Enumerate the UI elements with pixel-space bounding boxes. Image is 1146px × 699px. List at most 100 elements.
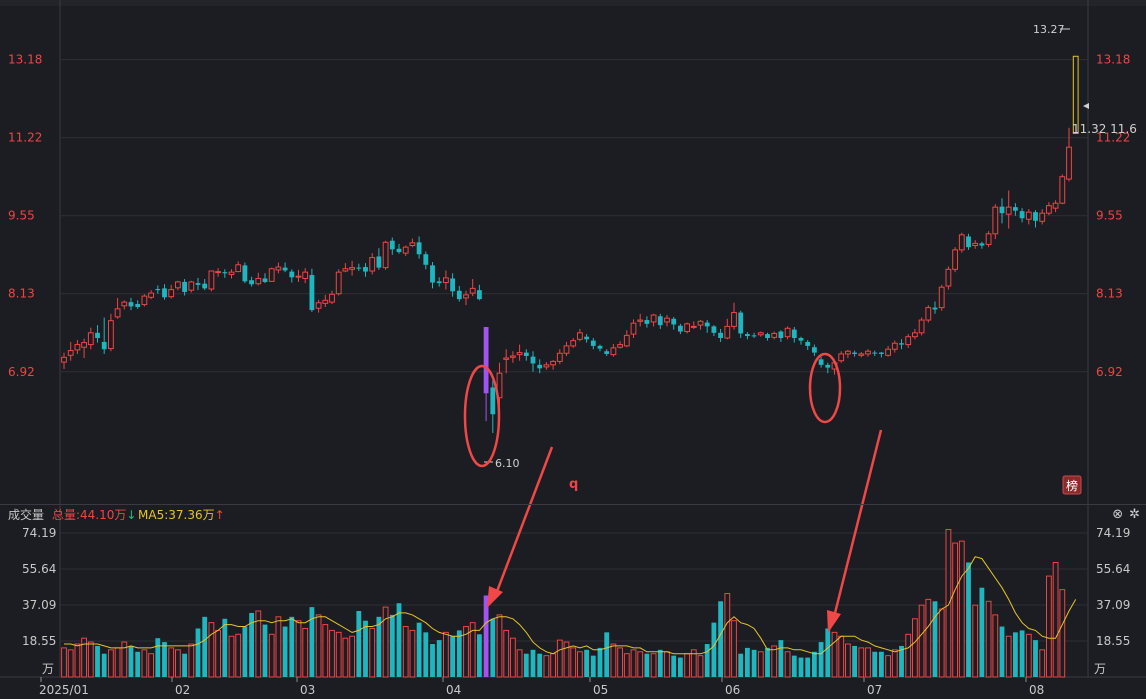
candle-body — [1039, 212, 1046, 222]
candle-body — [972, 242, 979, 247]
candle-body — [757, 332, 764, 336]
volume-bar — [838, 635, 845, 678]
price-tick-label-left: 13.18 — [8, 53, 42, 67]
rank-badge[interactable]: 榜 — [1062, 475, 1082, 495]
volume-bar — [590, 655, 596, 677]
volume-bar — [81, 637, 87, 678]
candle-body — [121, 301, 128, 307]
candle-body — [443, 277, 449, 284]
volume-bar — [597, 647, 603, 677]
volume-bar — [329, 629, 335, 678]
candle-body — [597, 345, 603, 349]
candle-body — [765, 334, 770, 339]
volume-bar — [812, 651, 817, 677]
price-tick-label-right: 11.22 — [1096, 131, 1130, 145]
volume-bar — [228, 635, 235, 678]
volume-bar — [309, 607, 315, 677]
candle-body — [838, 353, 845, 362]
volume-bar — [396, 603, 402, 677]
volume-bar — [865, 647, 871, 678]
candle-body — [1052, 202, 1059, 209]
volume-bar — [516, 649, 523, 678]
annotation-ellipse-1 — [463, 364, 501, 468]
candle-body — [108, 320, 114, 350]
candle-body — [242, 265, 248, 282]
volume-bar — [1025, 633, 1032, 678]
volume-bar — [690, 649, 697, 678]
candle-body — [999, 206, 1005, 214]
volume-bar — [477, 634, 482, 677]
volume-bar — [644, 653, 650, 677]
volume-bar — [268, 633, 275, 678]
price-tick-label-left: 6.92 — [8, 365, 35, 379]
annotation-arrowhead-2 — [827, 610, 841, 633]
volume-bar — [74, 643, 81, 678]
volume-bar — [577, 651, 583, 678]
candle-body — [584, 336, 589, 340]
volume-bar — [778, 640, 784, 677]
volume-bar — [135, 651, 141, 677]
volume-bar — [376, 616, 382, 677]
volume-bar — [745, 647, 750, 677]
candle-body — [382, 241, 389, 269]
candle-body — [623, 334, 630, 347]
volume-bar — [738, 653, 744, 677]
candle-body — [1046, 205, 1052, 214]
candle-body — [778, 331, 784, 339]
candle-body — [202, 283, 208, 289]
candle-body — [483, 327, 489, 394]
volume-total: 总量:44.10万↓ — [52, 508, 137, 522]
volume-bar — [255, 610, 262, 678]
candle-body — [657, 316, 663, 326]
candle-body — [1019, 211, 1025, 219]
candle-body — [932, 307, 938, 310]
candle-body — [771, 332, 778, 338]
low-marker: 6.10 — [484, 457, 520, 470]
volume-bar — [402, 626, 409, 678]
annotation-arrow-2 — [832, 429, 883, 618]
candle-body — [523, 352, 529, 356]
q-glyph: q — [569, 477, 578, 492]
volume-bar — [918, 604, 925, 678]
volume-bar — [235, 633, 242, 678]
volume-tick-label-right: 74.19 — [1096, 526, 1130, 540]
candlestick-series — [61, 55, 1079, 433]
candle-body — [490, 387, 496, 415]
volume-bar — [972, 604, 979, 678]
candle-body — [363, 267, 368, 272]
price-tick-label-right: 6.92 — [1096, 365, 1123, 379]
volume-bar — [175, 649, 181, 678]
candle-body — [282, 267, 288, 271]
volume-bar — [791, 655, 797, 677]
candle-body — [389, 240, 395, 250]
volume-bar — [563, 641, 570, 678]
volume-bar — [322, 624, 329, 678]
volume-bar — [664, 651, 670, 678]
x-tick-label: 08 — [1029, 683, 1044, 697]
volume-bar — [724, 593, 731, 678]
candle-body — [155, 288, 161, 291]
volume-bar — [1059, 589, 1066, 678]
volume-bar — [543, 655, 550, 678]
price-tick-label-left: 11.22 — [8, 131, 42, 145]
volume-bar — [436, 640, 442, 677]
candle-body — [751, 335, 757, 337]
volume-bar — [985, 600, 992, 678]
x-axis: 2025/01 02 03 04 05 06 07 08 — [39, 677, 1044, 697]
candle-body — [503, 357, 510, 360]
candle-body — [222, 272, 228, 274]
settings-icon[interactable]: ✲ — [1129, 507, 1140, 522]
candle-body — [182, 281, 187, 292]
candle-body — [644, 320, 650, 324]
volume-bar — [825, 628, 831, 677]
close-icon[interactable]: ⊗ — [1112, 507, 1124, 522]
candle-body — [148, 292, 154, 298]
candle-body — [899, 343, 904, 345]
volume-bar — [67, 649, 74, 678]
candle-body — [650, 314, 657, 323]
volume-bar — [469, 622, 476, 678]
volume-bar — [537, 653, 543, 677]
candle-body — [135, 303, 141, 308]
volume-bar — [530, 649, 536, 677]
